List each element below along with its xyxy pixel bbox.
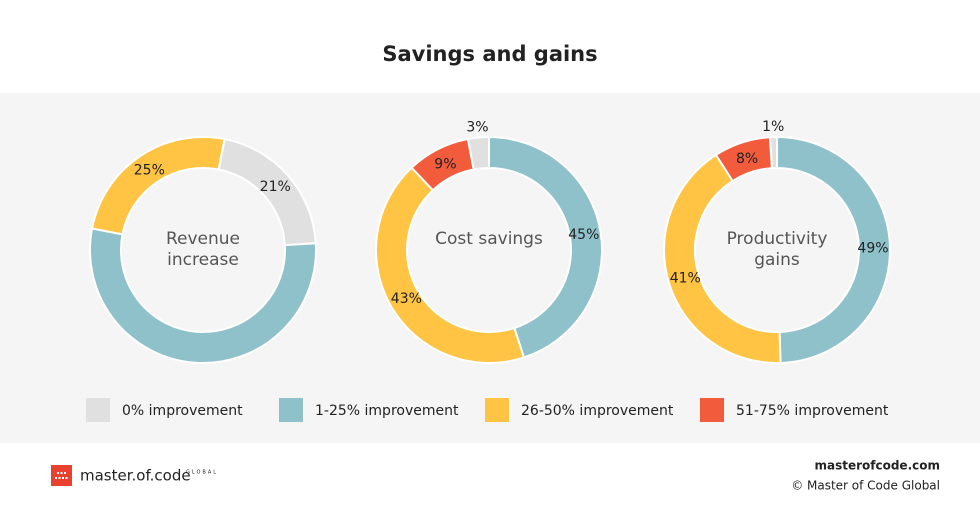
logo-mark — [51, 465, 72, 486]
logo-pattern — [55, 472, 68, 479]
legend-swatch — [86, 398, 110, 422]
legend-swatch — [485, 398, 509, 422]
value-label: 3% — [466, 120, 488, 136]
logo — [51, 465, 72, 486]
donut-slice — [663, 153, 782, 364]
legend-label: 1-25% improvement — [315, 403, 459, 419]
donut-slice — [488, 135, 603, 359]
donut-slice — [410, 137, 475, 192]
donut-slice — [714, 136, 773, 183]
value-label: 45% — [568, 227, 599, 243]
value-label: 8% — [736, 151, 758, 167]
title: Savings and gains — [382, 42, 597, 66]
logo-text: master.of.code — [80, 467, 191, 485]
legend-label: 51-75% improvement — [736, 403, 889, 419]
legend-swatch — [279, 398, 303, 422]
legend-label: 26-50% improvement — [521, 403, 674, 419]
site: masterofcode.com — [814, 459, 940, 473]
chart-title: Productivity gains — [726, 229, 828, 270]
copyright: © Master of Code Global — [791, 479, 940, 493]
donut-slice — [776, 135, 891, 364]
chart-title: Cost savings — [435, 229, 543, 249]
legend-label: 0% improvement — [122, 403, 243, 419]
donut-slice — [89, 227, 317, 364]
chart-title: Revenue increase — [165, 229, 241, 270]
logo-sub: GLOBAL — [186, 470, 218, 476]
value-label: 49% — [857, 241, 888, 257]
value-label: 25% — [134, 162, 165, 178]
value-label: 21% — [260, 179, 291, 195]
value-label: 9% — [434, 156, 456, 172]
value-label: 41% — [670, 270, 701, 286]
legend-swatch — [700, 398, 724, 422]
value-label: 1% — [762, 119, 784, 135]
value-label: 43% — [391, 291, 422, 307]
donut-slice — [375, 166, 526, 364]
